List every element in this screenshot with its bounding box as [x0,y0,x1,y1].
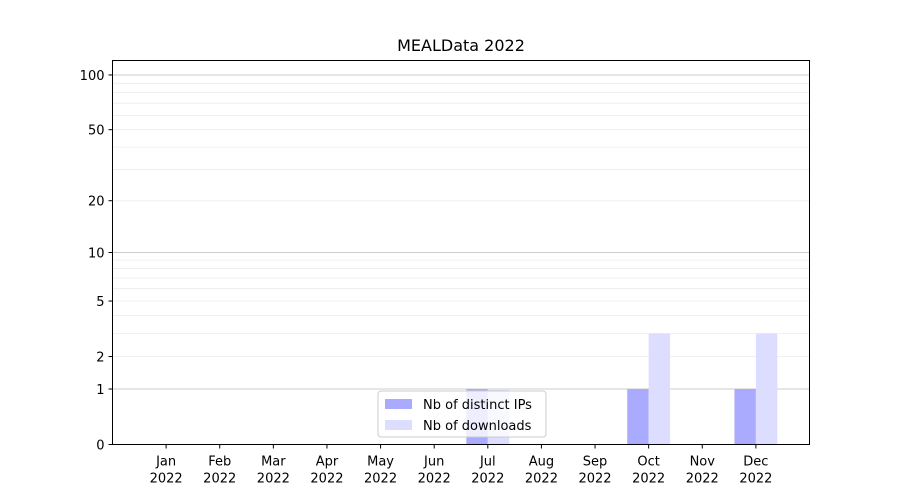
x-tick-label-month: Mar [261,455,286,470]
y-tick-label: 2 [96,351,104,366]
y-axis: 0 1 2 5 10 20 50 100 [80,69,113,454]
y-tick-label: 0 [96,439,104,454]
x-tick-label-month: Feb [208,455,231,470]
x-tick-label-year: 2022 [471,472,504,487]
legend-swatch [385,399,412,409]
legend-box [377,390,547,438]
x-tick-label-year: 2022 [632,472,665,487]
y-tick-label: 50 [88,124,105,139]
y-tick-label: 100 [80,69,105,84]
x-tick-label-year: 2022 [578,472,611,487]
x-tick-label-year: 2022 [418,472,451,487]
bar-distinct-ips [627,388,649,445]
x-tick-label-year: 2022 [150,472,183,487]
chart-title: MEALData 2022 [397,36,525,55]
legend-label: Nb of distinct IPs [423,398,532,413]
x-tick-label-year: 2022 [364,472,397,487]
y-tick-label: 1 [96,383,104,398]
x-tick-label-month: Oct [637,455,659,470]
legend-label: Nb of downloads [423,419,532,434]
y-tick-label: 5 [96,295,104,310]
x-tick-label-month: Jul [479,455,496,470]
x-tick-label-month: Dec [743,455,768,470]
legend: Nb of distinct IPs Nb of downloads [377,390,547,438]
legend-swatch [385,420,412,430]
y-tick-label: 10 [88,247,105,262]
x-tick-label-month: Nov [690,455,716,470]
x-tick-label-year: 2022 [257,472,290,487]
x-tick-label-month: Sep [583,455,608,470]
x-tick-label-month: Jun [423,455,444,470]
x-tick-label-month: May [367,455,394,470]
y-tick-label: 20 [88,195,105,210]
x-tick-label-year: 2022 [739,472,772,487]
bar-downloads [755,333,778,445]
x-tick-label-month: Apr [316,455,339,470]
x-tick-label-year: 2022 [203,472,236,487]
x-tick-label-year: 2022 [686,472,719,487]
x-tick-label-month: Jan [155,455,176,470]
x-axis: Jan 2022 Feb 2022 Mar 2022 Apr 2022 May 2022 Jun 20… [150,444,772,487]
bar-distinct-ips [734,388,756,445]
x-tick-label-month: Aug [529,455,554,470]
bar-downloads [648,333,671,445]
x-tick-label-year: 2022 [310,472,343,487]
grid-lines [112,74,810,390]
x-tick-label-year: 2022 [525,472,558,487]
